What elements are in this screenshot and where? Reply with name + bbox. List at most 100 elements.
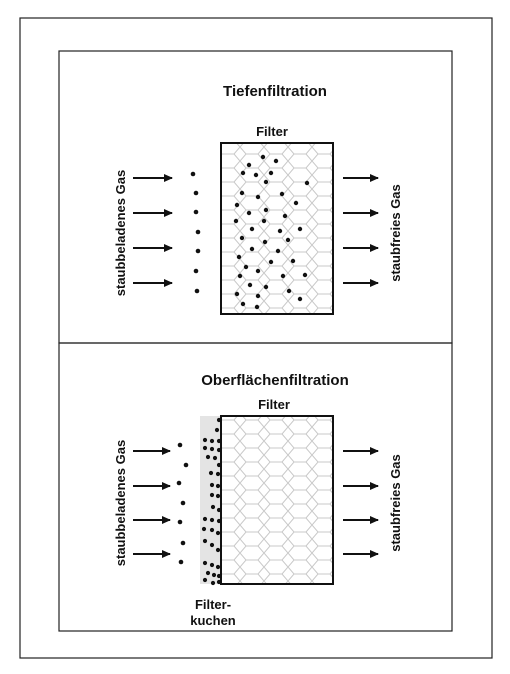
dust-particle (247, 282, 253, 288)
dust-particle (195, 248, 201, 254)
dust-particle (176, 480, 182, 486)
dust-particle (216, 518, 222, 524)
dust-particle (261, 218, 267, 224)
dust-particle (255, 268, 261, 274)
dust-particle (216, 438, 222, 444)
dust-particle (201, 526, 207, 532)
surface-outlet-arrows (343, 447, 379, 558)
depth-panel-title: Tiefenfiltration (223, 83, 327, 100)
filter-cake-label-line2: kuchen (190, 613, 236, 628)
dust-particle (255, 194, 261, 200)
dust-particle (268, 259, 274, 265)
surface-panel-title: Oberflächenfiltration (201, 372, 349, 389)
dust-particle (268, 170, 274, 176)
dust-particle (216, 462, 222, 468)
dust-particle (215, 530, 221, 536)
dust-particle (260, 154, 266, 160)
dust-particle (202, 437, 208, 443)
dust-particle (193, 190, 199, 196)
dust-particle (263, 284, 269, 290)
dust-particle (216, 507, 222, 513)
depth-filter-medium (220, 142, 334, 315)
surface-filter-medium (220, 415, 334, 585)
dust-particle (180, 500, 186, 506)
dust-particle (233, 218, 239, 224)
dust-particle (282, 213, 288, 219)
dust-particle (208, 470, 214, 476)
dust-particle (285, 237, 291, 243)
dust-particle (254, 304, 260, 310)
surface-outlet-label: staubfreies Gas (388, 454, 403, 552)
incoming-dust-particles (190, 171, 201, 294)
depth-outlet-label: staubfreies Gas (388, 184, 403, 282)
dust-particle (209, 542, 215, 548)
dust-particle (216, 447, 222, 453)
dust-particle (215, 483, 221, 489)
dust-particle (193, 268, 199, 274)
dust-particle (236, 254, 242, 260)
dust-particle (262, 239, 268, 245)
dust-particle (205, 570, 211, 576)
dust-particle (209, 438, 215, 444)
dust-particle (237, 273, 243, 279)
dust-particle (202, 577, 208, 583)
dust-particle (177, 442, 183, 448)
panel-frame-surface (58, 342, 453, 632)
dust-particle (202, 445, 208, 451)
dust-particle (234, 202, 240, 208)
dust-particle (297, 296, 303, 302)
dust-particle (202, 538, 208, 544)
dust-particle (240, 170, 246, 176)
dust-particle (263, 207, 269, 213)
dust-particle (249, 226, 255, 232)
trapped-dust-particles (233, 154, 310, 310)
dust-particle (210, 580, 216, 586)
dust-particle (210, 504, 216, 510)
outer-frame (19, 17, 493, 659)
dust-particle (240, 301, 246, 307)
dust-particle (216, 573, 222, 579)
dust-particle (195, 229, 201, 235)
surface-inlet-label: staubbeladenes Gas (113, 440, 128, 566)
dust-particle (194, 288, 200, 294)
dust-particle (304, 180, 310, 186)
dust-particle (215, 471, 221, 477)
dust-particle (253, 172, 259, 178)
dust-particle (216, 579, 222, 585)
dust-particle (293, 200, 299, 206)
dust-particle (215, 564, 221, 570)
depth-filter-label: Filter (256, 124, 288, 139)
dust-particle (209, 492, 215, 498)
dust-particle (239, 190, 245, 196)
depth-outlet-arrows (343, 174, 379, 287)
dust-particle (255, 293, 261, 299)
dust-particle (209, 517, 215, 523)
dust-particle (212, 455, 218, 461)
dust-particle (246, 162, 252, 168)
surface-filter-label: Filter (258, 397, 290, 412)
dust-particle (214, 427, 220, 433)
surface-inlet-arrows (133, 447, 171, 558)
dust-particle (193, 209, 199, 215)
dust-particle (216, 417, 222, 423)
dust-particle (178, 559, 184, 565)
dust-particle (211, 572, 217, 578)
dust-particle (180, 540, 186, 546)
depth-inlet-label: staubbeladenes Gas (113, 170, 128, 296)
dust-particle (246, 210, 252, 216)
dust-particle (209, 562, 215, 568)
filter-cake-label-line1: Filter- (195, 597, 231, 612)
dust-particle (279, 191, 285, 197)
dust-particle (290, 258, 296, 264)
incoming-dust-particles (176, 442, 189, 565)
dust-particle (297, 226, 303, 232)
depth-inlet-arrows (133, 174, 173, 287)
dust-particle (234, 291, 240, 297)
dust-particle (277, 228, 283, 234)
dust-particle (215, 547, 221, 553)
dust-particle (190, 171, 196, 177)
dust-particle (280, 273, 286, 279)
dust-particle (239, 235, 245, 241)
dust-particle (209, 482, 215, 488)
